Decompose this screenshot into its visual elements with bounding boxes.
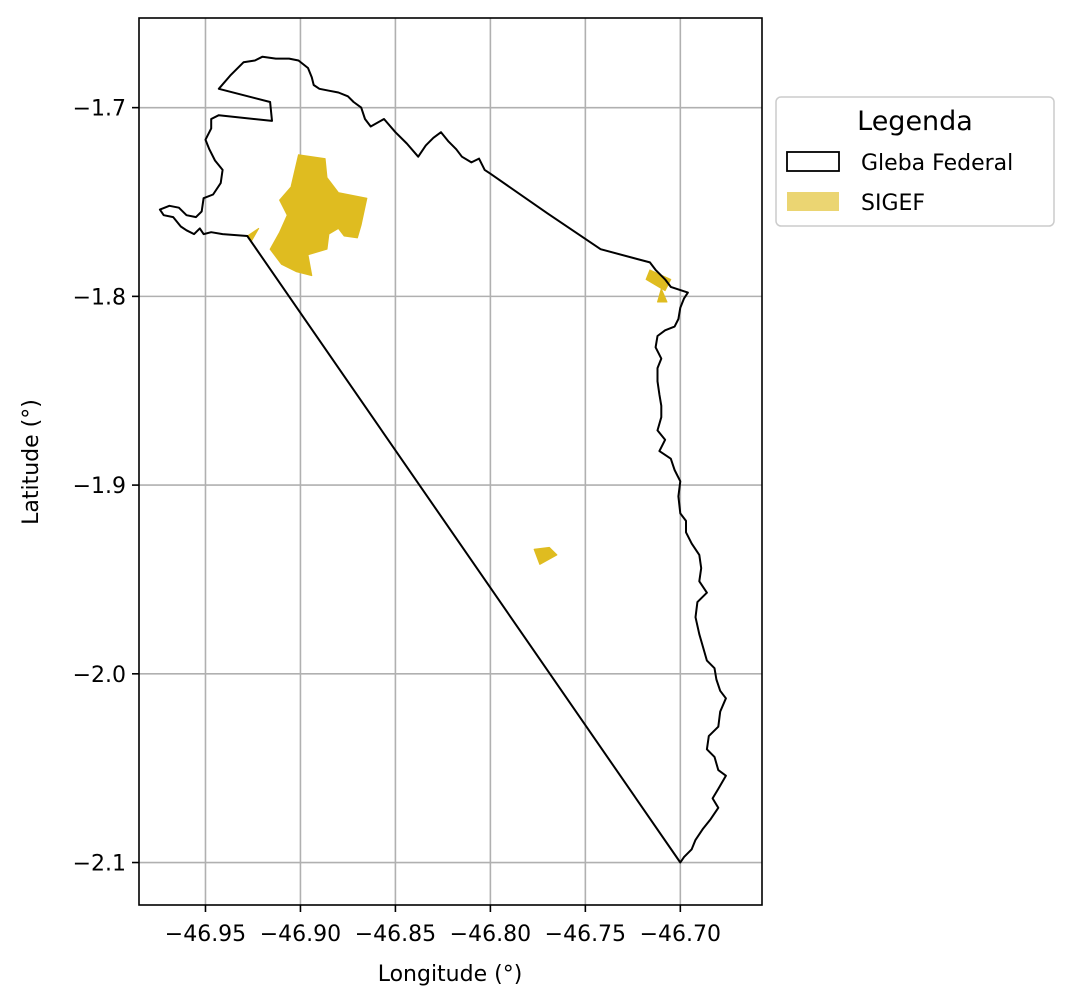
y-axis-title: Latitude (°) xyxy=(19,399,44,525)
legend-swatch-gleba-federal xyxy=(786,151,840,172)
x-tick-label: −46.90 xyxy=(260,922,341,947)
sigef-parcel xyxy=(645,269,672,292)
y-tick-label: −1.7 xyxy=(73,97,126,122)
legend-label-sigef: SIGEF xyxy=(861,191,925,216)
y-tick-label: −2.0 xyxy=(73,663,126,688)
y-tick-label: −1.8 xyxy=(73,285,126,310)
legend-title: Legenda xyxy=(857,106,973,137)
map-layer xyxy=(158,55,727,864)
sigef-parcel xyxy=(269,154,368,277)
x-tick-label: −46.95 xyxy=(165,922,246,947)
x-tick-label: −46.70 xyxy=(640,922,721,947)
legend: Legenda Gleba Federal SIGEF xyxy=(775,96,1055,227)
y-ticks: −1.7 −1.8 −1.9 −2.0 −2.1 xyxy=(73,97,139,877)
x-tick-label: −46.80 xyxy=(450,922,531,947)
x-tick-label: −46.75 xyxy=(545,922,626,947)
x-tick-label: −46.85 xyxy=(355,922,436,947)
plot-frame xyxy=(138,17,763,906)
legend-box xyxy=(775,96,1055,227)
gleba-federal-boundary xyxy=(158,55,727,864)
grid-lines xyxy=(139,18,762,905)
legend-swatch-sigef xyxy=(787,192,839,211)
x-axis-title: Longitude (°) xyxy=(378,962,523,987)
sigef-parcel xyxy=(657,288,668,303)
y-tick-label: −1.9 xyxy=(73,474,126,499)
sigef-parcel xyxy=(533,546,558,565)
x-ticks: −46.95 −46.90 −46.85 −46.80 −46.75 −46.70 xyxy=(165,905,721,947)
legend-label-gleba-federal: Gleba Federal xyxy=(861,151,1013,176)
y-tick-label: −2.1 xyxy=(73,852,126,877)
